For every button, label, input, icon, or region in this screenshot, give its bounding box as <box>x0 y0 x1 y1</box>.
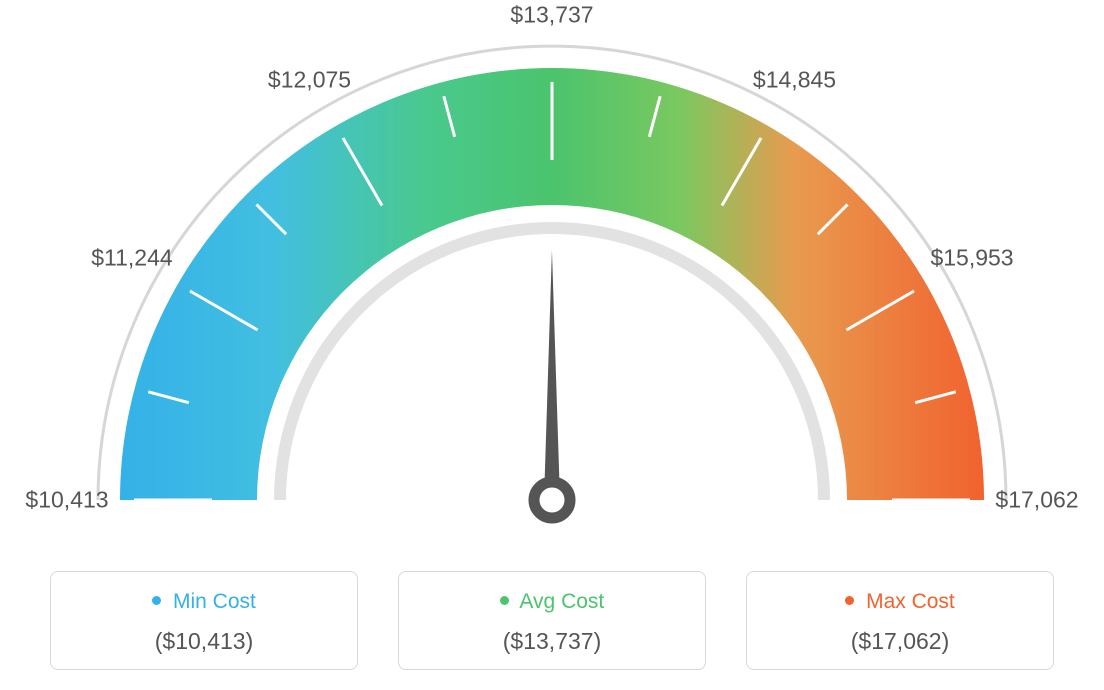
dot-icon-avg <box>500 596 509 605</box>
legend-title-avg: Avg Cost <box>409 590 695 614</box>
legend-value-min: ($10,413) <box>61 628 347 655</box>
gauge-chart-container: $10,413 $11,244 $12,075 $13,737 $14,845 $15,9… <box>0 0 1104 690</box>
legend-title-min-text: Min Cost <box>173 590 256 613</box>
gauge-tick-label: $11,244 <box>91 244 172 271</box>
gauge-area: $10,413 $11,244 $12,075 $13,737 $14,845 $15,9… <box>0 0 1104 530</box>
legend-title-avg-text: Avg Cost <box>519 590 604 613</box>
legend-title-max-text: Max Cost <box>866 590 955 613</box>
gauge-tick-label: $14,845 <box>753 66 836 93</box>
legend-title-min: Min Cost <box>61 590 347 614</box>
gauge-tick-label: $13,737 <box>510 2 593 29</box>
dot-icon-min <box>152 596 161 605</box>
legend-card-avg: Avg Cost ($13,737) <box>398 571 706 670</box>
dot-icon-max <box>845 596 854 605</box>
legend-title-max: Max Cost <box>757 590 1043 614</box>
legend-value-avg: ($13,737) <box>409 628 695 655</box>
legend-row: Min Cost ($10,413) Avg Cost ($13,737) Ma… <box>0 571 1104 670</box>
legend-value-max: ($17,062) <box>757 628 1043 655</box>
legend-card-max: Max Cost ($17,062) <box>746 571 1054 670</box>
gauge-tick-label: $12,075 <box>268 66 351 93</box>
gauge-tick-label: $10,413 <box>25 487 108 514</box>
gauge-tick-label: $17,062 <box>995 487 1078 514</box>
gauge-tick-label: $15,953 <box>930 244 1013 271</box>
legend-card-min: Min Cost ($10,413) <box>50 571 358 670</box>
